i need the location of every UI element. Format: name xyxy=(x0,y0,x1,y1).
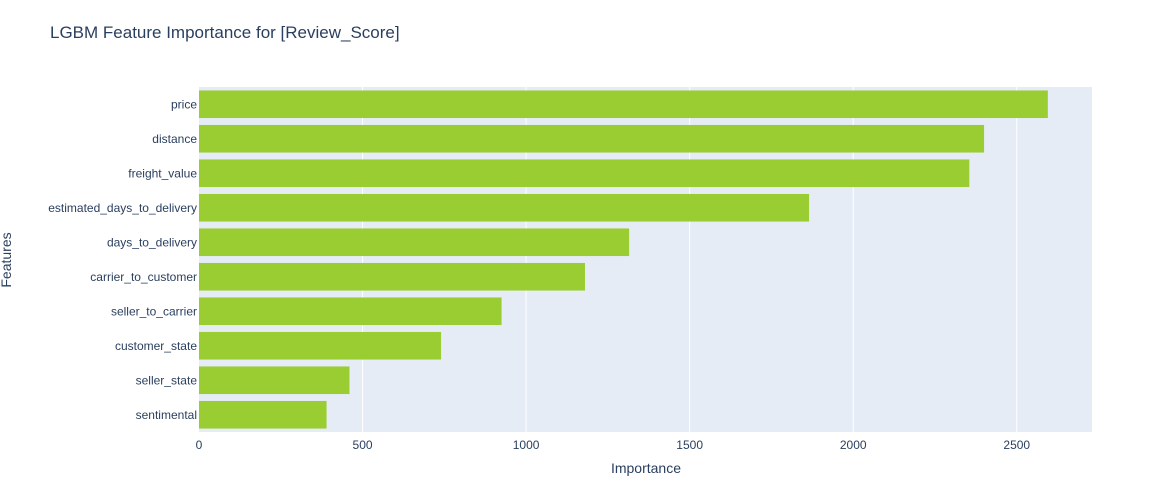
y-tick-label: estimated_days_to_delivery xyxy=(48,201,197,215)
x-tick-label: 1500 xyxy=(676,438,703,452)
y-tick-label: seller_state xyxy=(136,373,198,387)
bar-seller_to_carrier xyxy=(199,297,502,326)
y-tick-label: price xyxy=(171,97,197,111)
bar-days_to_delivery xyxy=(199,228,630,257)
bar-distance xyxy=(199,124,985,153)
chart-title: LGBM Feature Importance for [Review_Scor… xyxy=(50,23,400,42)
y-tick-label: days_to_delivery xyxy=(107,235,197,249)
y-axis-title: Features xyxy=(0,232,14,287)
x-tick-label: 0 xyxy=(196,438,203,452)
y-tick-label: sentimental xyxy=(136,408,197,422)
y-tick-label: seller_to_carrier xyxy=(111,304,197,318)
bars xyxy=(199,90,1048,429)
x-tick-label: 2500 xyxy=(1003,438,1030,452)
y-tick-label: freight_value xyxy=(128,166,197,180)
y-tick-label: carrier_to_customer xyxy=(90,270,197,284)
x-tick-label: 1000 xyxy=(513,438,540,452)
bar-estimated_days_to_delivery xyxy=(199,193,810,222)
x-axis-title: Importance xyxy=(611,460,681,476)
bar-sentimental xyxy=(199,400,327,429)
y-tick-label: customer_state xyxy=(115,339,197,353)
y-tick-labels: price distance freight_value estimated_days… xyxy=(48,97,197,422)
bar-price xyxy=(199,90,1048,119)
bar-customer_state xyxy=(199,331,442,360)
x-tick-label: 500 xyxy=(353,438,373,452)
y-tick-label: distance xyxy=(152,132,197,146)
bar-seller_state xyxy=(199,366,350,395)
bar-freight_value xyxy=(199,159,970,188)
x-tick-labels: 0 500 1000 1500 2000 2500 xyxy=(196,438,1031,452)
bar-carrier_to_customer xyxy=(199,262,585,291)
x-tick-label: 2000 xyxy=(840,438,867,452)
